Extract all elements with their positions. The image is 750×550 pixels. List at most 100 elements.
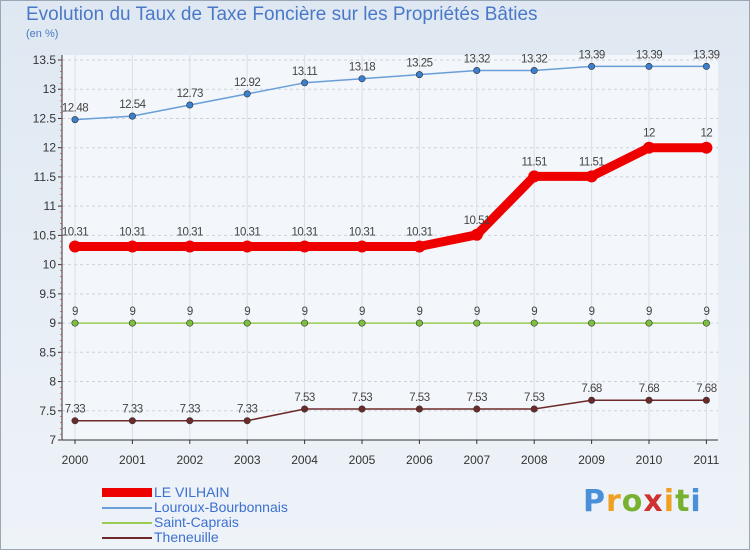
data-point	[588, 62, 596, 70]
data-label: 7.53	[294, 392, 314, 404]
data-point	[700, 141, 713, 154]
data-point	[358, 75, 366, 83]
legend-swatch	[102, 488, 152, 497]
data-point	[530, 319, 538, 327]
data-label: 13.39	[578, 49, 604, 61]
data-label: 7.33	[122, 404, 142, 416]
data-label: 12.48	[62, 103, 88, 115]
data-label: 10.31	[119, 226, 145, 238]
data-point	[183, 240, 196, 253]
x-tick-label: 2003	[234, 453, 261, 467]
chart-title: Evolution du Taux de Taxe Foncière sur l…	[26, 4, 538, 25]
data-label: 10.31	[62, 226, 88, 238]
data-label: 9	[703, 306, 709, 318]
x-tick-label: 2004	[291, 453, 318, 467]
data-label: 9	[187, 306, 193, 318]
data-point	[473, 319, 481, 327]
data-point	[702, 62, 710, 70]
data-point	[301, 79, 309, 87]
x-tick-label: 2007	[463, 453, 490, 467]
data-point	[473, 405, 481, 413]
data-point	[301, 319, 309, 327]
data-label: 7.33	[65, 404, 85, 416]
data-point	[243, 417, 251, 425]
data-point	[243, 319, 251, 327]
data-point	[358, 405, 366, 413]
x-tick-label: 2008	[521, 453, 548, 467]
data-point	[528, 170, 541, 183]
data-point	[298, 240, 311, 253]
data-label: 12	[643, 128, 655, 140]
y-tick-label: 13	[43, 82, 57, 96]
x-tick-label: 2010	[636, 453, 663, 467]
data-label: 9	[129, 306, 135, 318]
data-label: 10.31	[349, 226, 375, 238]
data-point	[128, 319, 136, 327]
data-label: 12.54	[119, 99, 146, 111]
legend-swatch	[102, 537, 152, 539]
data-label: 11.51	[521, 156, 547, 168]
y-tick-label: 12	[43, 141, 57, 155]
logo-letter: t	[675, 484, 691, 519]
data-point	[415, 71, 423, 79]
data-point	[588, 319, 596, 327]
data-label: 11.51	[579, 156, 605, 168]
logo-letter: o	[621, 484, 644, 519]
data-point	[71, 319, 79, 327]
data-label: 13.39	[693, 49, 719, 61]
data-point	[643, 141, 655, 154]
data-point	[241, 240, 254, 253]
data-label: 12.92	[234, 77, 260, 89]
data-label: 7.53	[524, 392, 544, 404]
y-tick-label: 12.5	[33, 111, 57, 125]
data-label: 10.31	[234, 226, 260, 238]
legend-label: Louroux-Bourbonnais	[154, 499, 288, 515]
data-label: 7.68	[581, 383, 601, 395]
y-tick-label: 10	[43, 258, 57, 272]
data-label: 13.39	[636, 49, 662, 61]
data-point	[415, 319, 423, 327]
data-point	[415, 405, 423, 413]
logo-letter: r	[606, 484, 622, 519]
data-label: 13.25	[406, 58, 432, 70]
logo-letter: i	[663, 484, 676, 519]
x-tick-label: 2009	[578, 453, 605, 467]
data-point	[356, 240, 368, 253]
data-label: 12	[701, 128, 713, 140]
data-point	[530, 405, 538, 413]
data-point	[645, 319, 653, 327]
data-label: 10.51	[464, 215, 490, 227]
data-point	[186, 417, 194, 425]
data-point	[186, 101, 194, 109]
data-label: 10.31	[177, 226, 203, 238]
data-label: 9	[244, 306, 250, 318]
legend-swatch	[102, 507, 152, 509]
legend-swatch	[102, 522, 152, 524]
x-tick-label: 2006	[406, 453, 433, 467]
data-label: 10.31	[291, 226, 317, 238]
data-label: 9	[589, 306, 595, 318]
data-label: 12.73	[177, 88, 203, 100]
data-point	[301, 405, 309, 413]
data-label: 9	[531, 306, 537, 318]
data-label: 7.33	[180, 404, 200, 416]
chart-subtitle: (en %)	[26, 28, 59, 40]
data-label: 7.53	[352, 392, 372, 404]
y-tick-label: 8.5	[39, 345, 56, 359]
series-line	[70, 143, 711, 251]
data-point	[702, 396, 710, 404]
y-tick-label: 9.5	[39, 287, 56, 301]
series-line	[74, 65, 708, 121]
data-point	[243, 90, 251, 98]
data-point	[71, 417, 79, 425]
data-label: 7.53	[467, 392, 487, 404]
y-tick-label: 7.5	[39, 404, 56, 418]
data-point	[69, 240, 81, 253]
logo-letter: P	[583, 484, 606, 519]
data-label: 7.33	[237, 404, 257, 416]
y-tick-label: 11.5	[34, 170, 57, 184]
data-label: 13.18	[349, 62, 375, 74]
legend-label: Saint-Caprais	[154, 514, 239, 530]
data-point	[186, 319, 194, 327]
